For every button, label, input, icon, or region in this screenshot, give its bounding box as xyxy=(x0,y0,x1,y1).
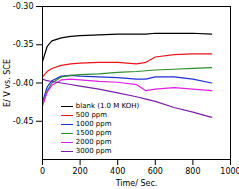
svg-text:200: 200 xyxy=(72,167,87,176)
svg-text:-0.45: -0.45 xyxy=(13,117,34,126)
html-text:3000 ppm: 3000 ppm xyxy=(75,147,112,155)
html-text:blank (1.0 M KOH): blank (1.0 M KOH) xyxy=(75,102,140,110)
svg-text:0: 0 xyxy=(40,167,45,176)
html-text:500 ppm: 500 ppm xyxy=(75,111,108,119)
svg-text:-0.35: -0.35 xyxy=(13,40,34,49)
svg-text:600: 600 xyxy=(148,167,163,176)
svg-text:1000: 1000 xyxy=(220,167,239,176)
svg-text:400: 400 xyxy=(110,167,125,176)
svg-text:E/ V vs. SCE: E/ V vs. SCE xyxy=(3,59,12,107)
html-text:1000 ppm: 1000 ppm xyxy=(75,120,112,128)
svg-text:Time/ Sec.: Time/ Sec. xyxy=(115,179,158,188)
svg-text:-0.30: -0.30 xyxy=(13,2,34,11)
html-text:2000 ppm: 2000 ppm xyxy=(75,138,112,146)
svg-text:-0.40: -0.40 xyxy=(13,79,34,88)
svg-text:800: 800 xyxy=(185,167,200,176)
html-text:1500 ppm: 1500 ppm xyxy=(75,129,112,137)
